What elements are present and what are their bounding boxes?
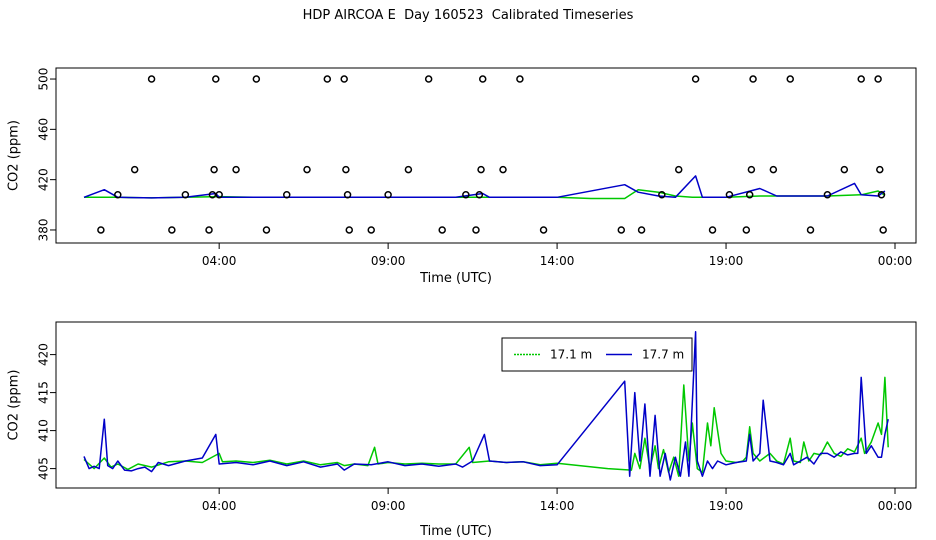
data-point	[658, 191, 666, 199]
y-tick-label: 415	[37, 381, 51, 404]
y-tick-label: 500	[37, 68, 51, 91]
bottom-plot: 04:00 09:00 14:00 19:00 00:00 405 410 415 420 Tim…	[7, 331, 913, 539]
series-line-17-7-m	[83, 331, 889, 481]
data-point	[499, 165, 507, 174]
data-point	[857, 75, 865, 83]
data-point	[205, 226, 213, 234]
data-point	[215, 191, 223, 199]
legend-label: 17.1 m	[550, 348, 592, 362]
data-point	[283, 191, 291, 199]
x-axis-label: Time (UTC)	[419, 524, 492, 539]
data-point	[823, 191, 832, 199]
data-point	[114, 191, 122, 199]
data-point	[806, 226, 815, 234]
data-point	[539, 226, 548, 234]
data-point	[130, 165, 139, 174]
x-tick-label: 00:00	[878, 254, 913, 268]
y-tick-label: 460	[37, 118, 51, 141]
x-tick-label: 04:00	[202, 499, 237, 513]
x-axis-label: Time (UTC)	[419, 271, 492, 286]
data-point	[252, 75, 261, 83]
data-point	[742, 226, 751, 234]
data-point	[674, 165, 683, 174]
data-point	[462, 191, 470, 199]
data-point	[342, 165, 350, 174]
data-point	[212, 75, 220, 83]
top-plot: 04:00 09:00 14:00 19:00 00:00 380 420 460 500 Tim…	[7, 68, 913, 286]
y-tick-label: 405	[37, 457, 51, 480]
data-point	[97, 226, 105, 234]
data-point	[708, 226, 717, 234]
data-point	[147, 75, 156, 83]
data-point	[745, 191, 754, 199]
y-tick-label: 420	[37, 168, 51, 191]
data-point	[749, 75, 757, 83]
series-line-17-7-m	[83, 175, 886, 199]
data-point	[232, 165, 240, 174]
data-point	[472, 226, 480, 234]
data-point	[876, 165, 884, 174]
x-tick-label: 09:00	[371, 499, 406, 513]
data-point	[478, 75, 487, 83]
data-point	[874, 75, 882, 83]
data-point	[424, 75, 433, 83]
data-point	[438, 226, 446, 234]
x-tick-label: 09:00	[371, 254, 406, 268]
data-point	[879, 226, 887, 234]
data-point	[384, 191, 392, 199]
data-point	[404, 165, 413, 174]
data-point	[637, 226, 646, 234]
data-point	[769, 165, 778, 174]
data-point	[343, 191, 352, 199]
data-point	[475, 191, 484, 199]
data-point	[840, 165, 849, 174]
x-tick-label: 14:00	[540, 499, 575, 513]
data-point	[340, 75, 348, 83]
y-tick-label: 420	[37, 343, 51, 366]
data-point	[617, 226, 626, 234]
data-point	[345, 226, 354, 234]
x-tick-label: 04:00	[202, 254, 237, 268]
x-tick-label: 00:00	[878, 499, 913, 513]
y-axis-label: CO2 (ppm)	[7, 120, 22, 191]
data-point	[208, 191, 217, 199]
data-point	[477, 165, 485, 174]
data-point	[323, 75, 332, 83]
data-point	[303, 165, 311, 174]
data-point	[262, 226, 271, 234]
legend-label: 17.7 m	[642, 348, 684, 362]
data-point	[786, 75, 794, 83]
top-plot-frame	[55, 67, 917, 244]
data-point	[725, 191, 734, 199]
bottom-plot-frame	[55, 321, 917, 489]
series-line-17-1-m	[83, 376, 889, 477]
chart-title: HDP AIRCOA E Day 160523 Calibrated Times…	[302, 8, 634, 23]
y-tick-label: 380	[37, 219, 51, 242]
data-point	[747, 165, 756, 174]
data-point	[168, 226, 176, 234]
x-tick-label: 19:00	[709, 499, 744, 513]
y-axis-label: CO2 (ppm)	[7, 369, 22, 440]
data-point	[367, 226, 375, 234]
x-tick-label: 14:00	[540, 254, 575, 268]
data-point	[516, 75, 524, 83]
data-point	[877, 191, 886, 199]
data-point	[210, 165, 218, 174]
data-point	[181, 191, 190, 199]
data-point	[691, 75, 700, 83]
y-tick-label: 410	[37, 419, 51, 442]
x-tick-label: 19:00	[709, 254, 744, 268]
